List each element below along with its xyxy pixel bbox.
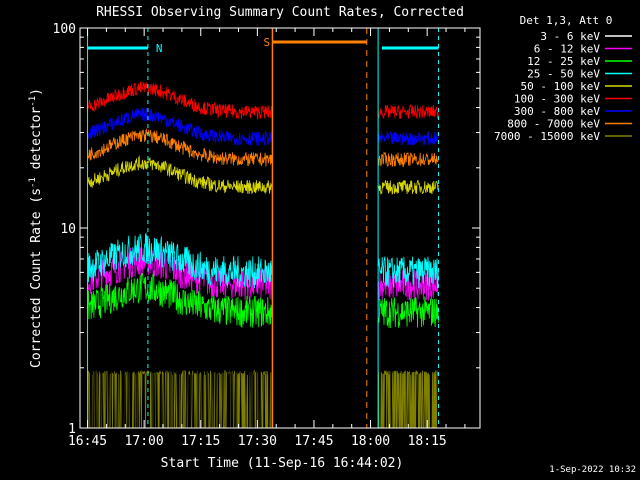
y-axis-label-sup2: -1 [28,96,38,107]
x-tick-label: 16:45 [68,434,107,449]
series-line [377,103,439,120]
footer-date: 1-Sep-2022 10:32 [549,465,636,475]
legend-label: 25 - 50 keV [527,68,600,81]
series-line [87,154,273,195]
flag-label: N [156,42,163,55]
series-line [377,151,439,168]
y-axis-label-sup1: -1 [28,177,38,188]
series-line [377,296,439,329]
legend-label: 12 - 25 keV [527,55,600,68]
y-axis-label-mid: detector [29,107,44,178]
y-tick-label: 1 [68,422,76,437]
x-tick-label: 17:30 [238,434,277,449]
series-25-50-kev [87,232,439,289]
series-12-25-kev [87,272,439,329]
x-axis-label: Start Time (11-Sep-16 16:44:02) [161,456,404,471]
axes: 16:45 17:00 17:15 17:30 17:45 18:00 18:15 1 10 10… [53,22,480,449]
x-tick-label: 18:00 [351,434,390,449]
legend-label: 800 - 7000 keV [507,118,600,131]
series-50-100-kev [87,154,439,195]
x-tick-label: 17:15 [181,434,220,449]
series-line [87,127,273,167]
series-line [87,272,273,328]
x-tick-label: 18:15 [408,434,447,449]
legend-title: Det 1,3, Att 0 [520,14,613,27]
legend-label: 7000 - 15000 keV [494,130,600,143]
series-line [87,107,273,146]
x-tick-label: 17:00 [125,434,164,449]
y-axis-label-main: Corrected Count Rate (s [29,188,44,368]
series-100-300-kev [87,81,439,120]
flag-label: S [263,36,270,49]
series-line [87,81,273,120]
y-axis-label-end: ) [29,88,44,96]
series-800-7000-kev [87,127,439,168]
series-line [377,256,439,289]
y-tick-label: 10 [60,222,76,237]
series-300-800-kev [87,107,439,146]
series-line [377,131,439,146]
low-energy-spikes [87,369,273,428]
series-line [87,232,273,289]
series-line [377,179,439,195]
legend-label: 6 - 12 keV [534,43,601,56]
legend-label: 3 - 6 keV [540,30,600,43]
y-tick-label: 100 [53,22,76,37]
legend-label: 300 - 800 keV [514,105,600,118]
legend-label: 50 - 100 keV [521,80,601,93]
legend-label: 100 - 300 keV [514,93,600,106]
chart-title: RHESSI Observing Summary Count Rates, Co… [96,5,464,20]
y-axis-label: Corrected Count Rate (s-1 detector-1) [28,88,44,368]
series-line [377,370,439,429]
x-tick-label: 17:45 [294,434,333,449]
